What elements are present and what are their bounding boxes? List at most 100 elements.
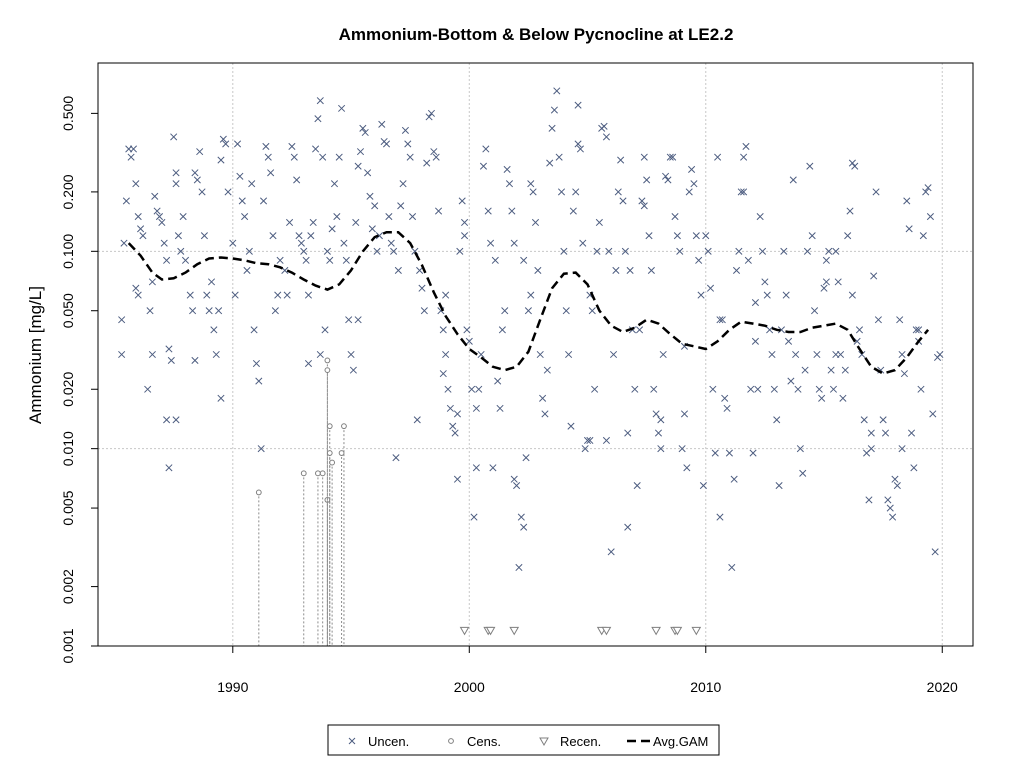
uncensored-point xyxy=(662,172,670,180)
uncensored-point xyxy=(595,218,603,227)
uncensored-point xyxy=(304,291,313,299)
uncensored-point xyxy=(399,180,407,188)
uncensored-point xyxy=(482,145,490,153)
uncensored-point xyxy=(262,142,270,150)
uncensored-point xyxy=(286,218,294,227)
uncensored-point xyxy=(818,394,826,402)
uncensored-point xyxy=(259,197,268,205)
uncensored-point xyxy=(205,307,213,315)
uncensored-point xyxy=(546,159,554,167)
uncensored-point xyxy=(297,239,305,247)
uncensored-point xyxy=(418,284,426,292)
uncensored-point xyxy=(148,350,156,359)
uncensored-point xyxy=(233,140,242,148)
uncensored-point xyxy=(766,326,774,334)
uncensored-point xyxy=(503,165,511,173)
censored-point xyxy=(319,470,326,477)
uncensored-point xyxy=(796,445,804,453)
recensored-point xyxy=(691,626,702,636)
uncensored-point xyxy=(444,385,452,393)
uncensored-point xyxy=(813,350,821,359)
uncensored-point xyxy=(576,145,584,153)
uncensored-point xyxy=(510,475,518,483)
uncensored-point xyxy=(177,247,185,255)
uncensored-point xyxy=(602,133,610,141)
uncensored-point xyxy=(695,256,703,264)
censored-point xyxy=(338,450,345,456)
uncensored-point xyxy=(758,247,767,255)
legend-label: Cens. xyxy=(467,734,501,749)
uncensored-point xyxy=(172,180,180,188)
uncensored-point xyxy=(676,247,684,255)
uncensored-point xyxy=(664,176,672,184)
uncensored-point xyxy=(593,247,601,255)
uncensored-point xyxy=(378,120,386,128)
censored-point xyxy=(341,423,347,430)
uncensored-point xyxy=(347,350,355,359)
uncensored-point xyxy=(352,218,360,227)
legend-recen-symbol xyxy=(539,737,549,747)
uncensored-point xyxy=(316,97,324,105)
uncensored-point xyxy=(186,291,194,299)
uncensored-point xyxy=(345,316,353,324)
uncensored-point xyxy=(321,326,329,334)
uncensored-point xyxy=(382,140,391,148)
uncensored-point xyxy=(281,266,289,274)
uncensored-point xyxy=(636,326,644,334)
uncensored-point xyxy=(886,504,894,512)
uncensored-point xyxy=(456,247,464,255)
uncensored-point xyxy=(898,350,906,359)
uncensored-point xyxy=(463,326,471,334)
uncensored-point xyxy=(468,385,476,393)
uncensored-point xyxy=(832,247,840,255)
uncensored-point xyxy=(782,291,790,299)
uncensored-point xyxy=(650,385,658,393)
uncensored-point xyxy=(132,284,140,292)
uncensored-point xyxy=(732,266,741,274)
uncensored-point xyxy=(153,207,161,215)
uncensored-point xyxy=(638,197,646,205)
uncensored-point xyxy=(470,513,478,521)
uncensored-point xyxy=(146,307,154,315)
uncensored-point xyxy=(527,180,535,188)
uncensored-point xyxy=(848,291,856,299)
uncensored-point xyxy=(751,298,759,307)
uncensored-point xyxy=(574,101,582,109)
uncensored-point xyxy=(794,385,802,393)
uncensored-point xyxy=(335,153,343,161)
uncensored-point xyxy=(657,416,665,424)
uncensored-point xyxy=(475,385,483,393)
uncensored-point xyxy=(725,449,733,457)
uncensored-point xyxy=(699,482,707,490)
uncensored-point xyxy=(524,307,532,315)
uncensored-point xyxy=(416,266,424,274)
y-tick-label: 0.500 xyxy=(60,96,76,131)
uncensored-point xyxy=(172,416,180,424)
uncensored-point xyxy=(529,188,537,196)
uncensored-point xyxy=(889,513,897,521)
uncensored-point xyxy=(207,278,216,286)
uncensored-point xyxy=(536,350,544,359)
uncensored-point xyxy=(236,172,244,180)
y-tick-label: 0.100 xyxy=(60,234,76,269)
uncensored-point xyxy=(770,385,778,393)
uncensored-point xyxy=(555,153,563,161)
uncensored-point xyxy=(626,266,634,274)
censored-point xyxy=(315,470,321,477)
uncensored-point xyxy=(607,548,615,556)
uncensored-point xyxy=(688,165,696,173)
uncensored-point xyxy=(404,140,412,148)
uncensored-point xyxy=(501,307,509,315)
uncensored-point xyxy=(219,135,227,143)
uncensored-point xyxy=(520,523,528,531)
uncensored-point xyxy=(408,213,417,221)
uncensored-point xyxy=(706,284,715,292)
uncensored-point xyxy=(543,366,551,374)
uncensored-point xyxy=(742,142,750,150)
uncensored-point xyxy=(716,513,724,521)
uncensored-point xyxy=(118,350,126,359)
legend-cens-symbol xyxy=(448,738,454,744)
uncensored-point xyxy=(295,232,303,240)
uncensored-point xyxy=(855,326,864,334)
axes: 1990 2000 2010 2020 0.001 0.002 0.005 0.010 0.02… xyxy=(60,96,958,695)
